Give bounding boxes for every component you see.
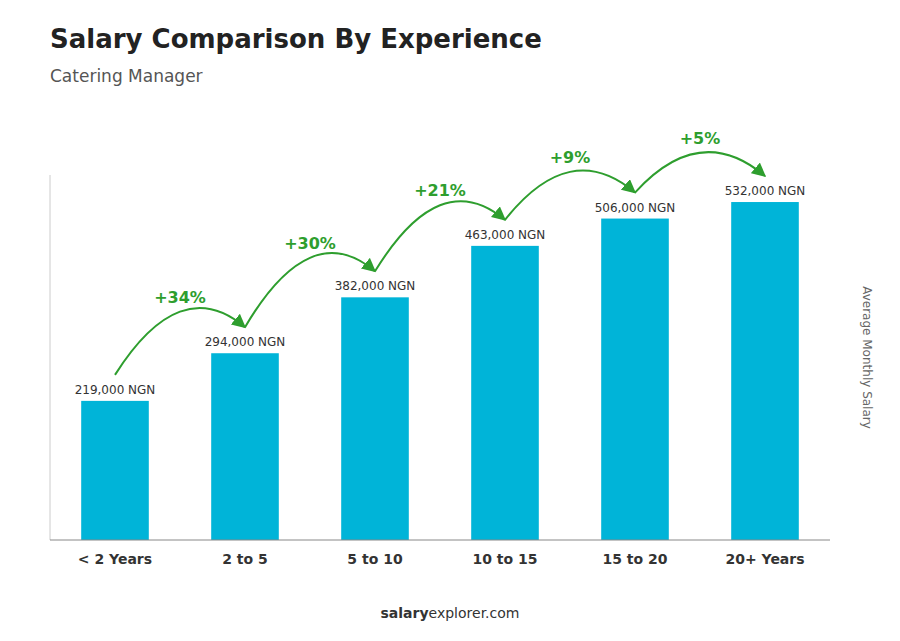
chart-container: Salary Comparison By Experience Catering … [0, 0, 900, 641]
annotation: +9% [550, 148, 591, 167]
subtitle: Catering Manager [50, 66, 203, 86]
annotation: +5% [680, 129, 721, 148]
data-label: 463,000 NGN [465, 228, 546, 242]
annotation: +34% [154, 288, 206, 307]
y-axis-label: Average Monthly Salary [860, 286, 874, 429]
data-label: 532,000 NGN [725, 184, 806, 198]
growth-arrow [505, 171, 635, 220]
chart: Salary Comparison By Experience Catering … [0, 0, 900, 641]
data-label: 294,000 NGN [205, 335, 286, 349]
data-label: 506,000 NGN [595, 201, 676, 215]
footer-part: explorer.com [429, 605, 520, 621]
growth-arrow [635, 152, 765, 192]
growth-arrow [245, 253, 375, 327]
title: Salary Comparison By Experience [50, 24, 542, 54]
data-label: 382,000 NGN [335, 279, 416, 293]
bars [81, 202, 799, 540]
x-tick-label: 2 to 5 [222, 551, 268, 567]
bar [471, 246, 539, 540]
y-axis-line [50, 175, 51, 540]
x-tick-label: 20+ Years [725, 551, 804, 567]
x-tick-label: 15 to 20 [602, 551, 667, 567]
bar [81, 401, 149, 540]
growth-arrow [375, 201, 505, 271]
x-tick-label: < 2 Years [78, 551, 152, 567]
bar [211, 353, 279, 540]
bar [601, 219, 669, 540]
bar [341, 297, 409, 540]
annotation: +21% [414, 181, 466, 200]
x-tick-label: 10 to 15 [472, 551, 537, 567]
growth-arrow [115, 308, 245, 375]
x-tick-label: 5 to 10 [347, 551, 403, 567]
x-axis-line [50, 540, 830, 541]
annotation: +30% [284, 234, 336, 253]
footer: salaryexplorer.com [381, 605, 520, 621]
footer-part: salary [381, 605, 429, 621]
data-label: 219,000 NGN [75, 383, 156, 397]
bar [731, 202, 799, 540]
